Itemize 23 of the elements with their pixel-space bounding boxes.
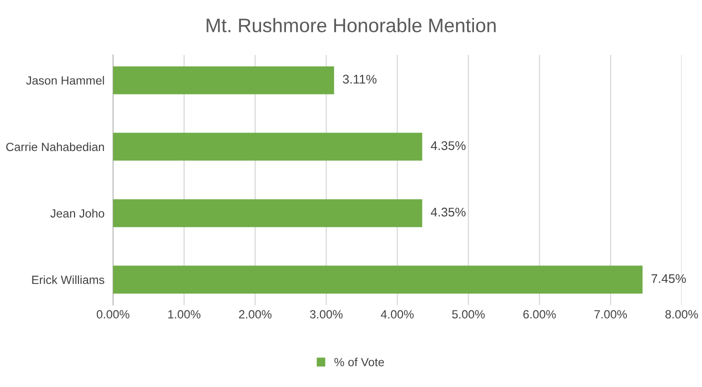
x-tick-label: 7.00% — [594, 310, 627, 318]
bar — [113, 132, 422, 161]
x-tick-label: 1.00% — [168, 310, 200, 318]
x-tick-label: 6.00% — [523, 310, 556, 318]
x-tick-label: 3.00% — [310, 310, 343, 318]
data-label: 4.35% — [430, 141, 466, 150]
x-tick-label: 0.00% — [96, 310, 130, 318]
y-tick-label: Jean Joho — [50, 208, 104, 218]
x-tick-label: 8.00% — [665, 310, 698, 318]
data-label: 4.35% — [430, 208, 466, 217]
data-label: 3.11% — [342, 74, 376, 84]
bar — [113, 266, 643, 294]
x-tick-label: 4.00% — [380, 310, 414, 318]
y-tick-label: Carrie Nahabedian — [6, 142, 104, 152]
x-tick-label: 2.00% — [239, 310, 272, 318]
legend-label: % of Vote — [334, 358, 384, 366]
data-label: 7.45% — [652, 274, 686, 283]
y-tick-label: Erick Williams — [32, 275, 104, 284]
chart-title: Mt. Rushmore Honorable Mention — [206, 18, 496, 32]
bar — [113, 66, 334, 94]
y-tick-label: Jason Hammel — [26, 76, 104, 85]
x-tick-label: 5.00% — [452, 310, 485, 318]
bar — [113, 199, 422, 228]
